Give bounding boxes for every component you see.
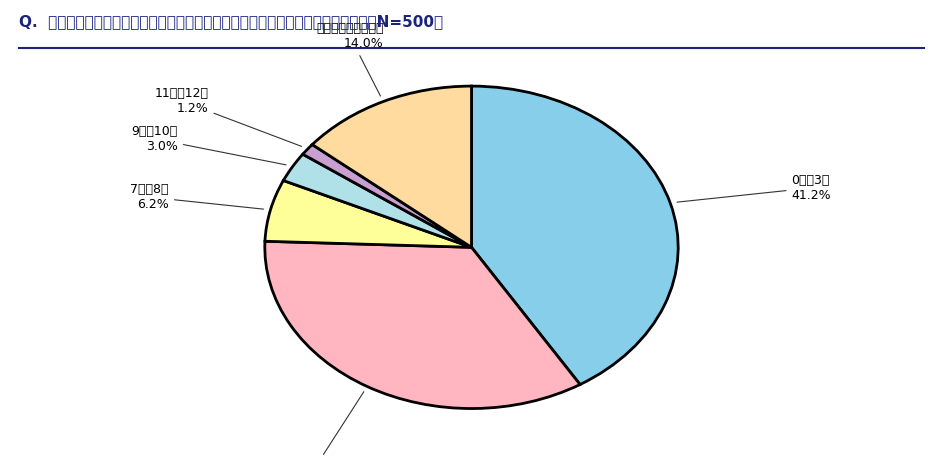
Text: 0歳～3歳
41.2%: 0歳～3歳 41.2%	[677, 174, 831, 202]
Wedge shape	[472, 86, 678, 385]
Wedge shape	[312, 86, 472, 247]
Wedge shape	[303, 145, 472, 247]
Text: 9歳～10歳
3.0%: 9歳～10歳 3.0%	[132, 125, 286, 165]
Text: 11歳～12歳
1.2%: 11歳～12歳 1.2%	[155, 87, 302, 147]
Text: 4歳～6歳
34.4%: 4歳～6歳 34.4%	[291, 392, 364, 458]
Text: 7歳～8歳
6.2%: 7歳～8歳 6.2%	[130, 183, 264, 211]
Wedge shape	[265, 241, 580, 409]
Text: Q.  あなたはお子様の英語教育について、何歳から始めるのが良いと思いますか。【N=500】: Q. あなたはお子様の英語教育について、何歳から始めるのが良いと思いますか。【N…	[19, 14, 443, 29]
Wedge shape	[284, 154, 472, 247]
Wedge shape	[265, 180, 472, 247]
Text: いつでもいいと思う
14.0%: いつでもいいと思う 14.0%	[316, 22, 384, 96]
